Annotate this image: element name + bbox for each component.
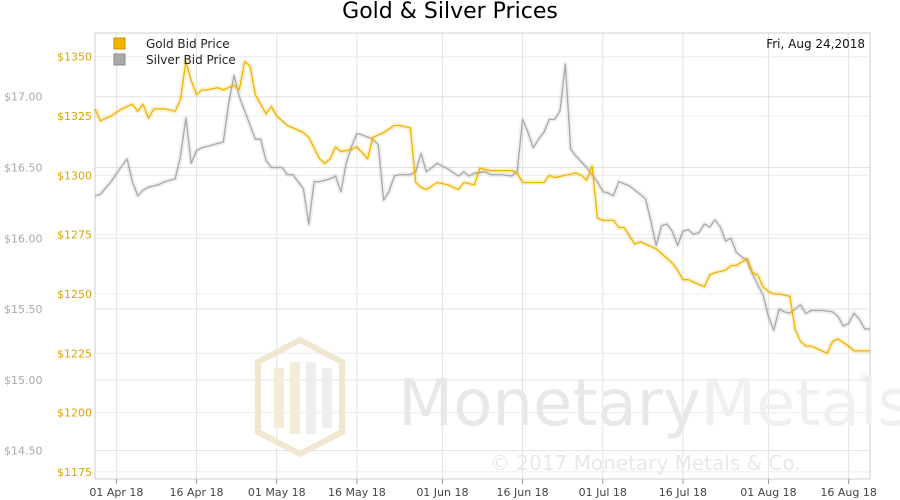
watermark-brand-b: Metals — [701, 367, 900, 441]
watermark-brand-a: Monetary — [398, 367, 701, 441]
gold-axis: $1350 $1325 $1300 $1275 $1250 $1225 $1200 $1175 — [57, 51, 92, 479]
x-tick-label: 01 Apr 18 — [89, 486, 143, 499]
legend-label-silver: Silver Bid Price — [146, 53, 236, 67]
watermark-copyright: © 2017 Monetary Metals & Co. — [490, 451, 801, 475]
legend-swatch-gold — [113, 37, 126, 50]
silver-tick-label: $16.50 — [4, 162, 43, 175]
silver-tick-label: $17.00 — [4, 91, 43, 104]
gold-tick-label: $1250 — [57, 288, 92, 301]
silver-line-glow — [94, 61, 870, 333]
silver-price-line — [94, 63, 870, 331]
series-layer — [92, 59, 870, 356]
x-tick-label: 01 Jul 18 — [579, 486, 627, 499]
x-tick-label: 16 Jun 18 — [496, 486, 548, 499]
watermark-logo — [255, 336, 345, 458]
gold-tick-label: $1200 — [57, 407, 92, 420]
legend-item-silver[interactable]: Silver Bid Price — [113, 53, 236, 67]
plot-area-border — [94, 32, 871, 480]
silver-tick-label: $16.00 — [4, 232, 43, 245]
x-tick-label: 01 Jun 18 — [416, 486, 468, 499]
watermark-registered: ® — [858, 371, 870, 385]
x-tick-label: 01 May 18 — [248, 486, 306, 499]
silver-tick-label: $15.00 — [4, 374, 43, 387]
legend: Gold Bid Price Silver Bid Price — [113, 37, 236, 67]
gold-price-line — [94, 60, 870, 354]
silver-tick-label: $14.50 — [4, 445, 43, 458]
chart-title: Gold & Silver Prices — [342, 0, 558, 24]
legend-swatch-silver — [113, 53, 126, 66]
silver-tick-label: $15.50 — [4, 303, 43, 316]
x-tick-label: 01 Aug 18 — [740, 486, 796, 499]
gold-tick-label: $1175 — [57, 466, 92, 479]
date-label: Fri, Aug 24,2018 — [766, 37, 865, 51]
legend-item-gold[interactable]: Gold Bid Price — [113, 37, 230, 51]
grid — [95, 33, 870, 479]
left-axis: $17.00 $16.50 $16.00 $15.50 $15.00 $14.50 — [4, 91, 43, 458]
gold-tick-label: $1275 — [57, 229, 92, 242]
x-tick-label: 16 Jul 18 — [659, 486, 707, 499]
x-axis: 01 Apr 18 16 Apr 18 01 May 18 16 May 18 01 J… — [89, 479, 877, 499]
gold-tick-label: $1350 — [57, 51, 92, 64]
gold-tick-label: $1225 — [57, 347, 92, 360]
legend-label-gold: Gold Bid Price — [146, 37, 230, 51]
watermark: MonetaryMetals ® © 2017 Monetary Metals … — [255, 336, 900, 475]
x-tick-label: 16 May 18 — [328, 486, 386, 499]
gold-tick-label: $1300 — [57, 169, 92, 182]
watermark-brand: MonetaryMetals — [398, 367, 900, 441]
x-tick-label: 16 Aug 18 — [820, 486, 876, 499]
x-tick-label: 16 Apr 18 — [170, 486, 224, 499]
gold-tick-label: $1325 — [57, 110, 92, 123]
